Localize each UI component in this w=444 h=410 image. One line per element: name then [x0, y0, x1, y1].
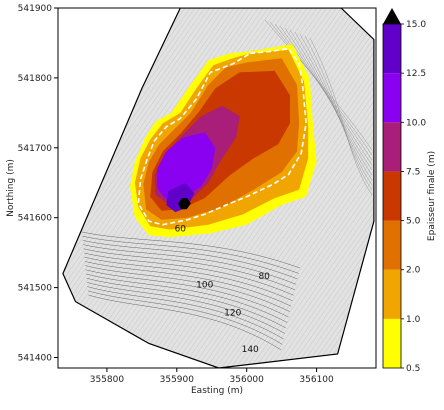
- terrain-contour-line: [86, 273, 288, 323]
- terrain-contour-line: [87, 286, 284, 340]
- colorbar-segment: [383, 220, 401, 270]
- terrain-contour-line: [264, 19, 373, 151]
- colorbar: 0.5 1.0 2.0 5.0 7.5 10.0 12.5 15.0: [382, 8, 426, 374]
- contour-label: 120: [224, 309, 241, 319]
- colorbar-frame: [382, 23, 402, 369]
- colorbar-segment: [383, 269, 401, 319]
- deposit-outline: [137, 47, 307, 226]
- contour-label: 80: [258, 272, 270, 282]
- colorbar-extend-triangle: [383, 8, 401, 24]
- terrain-contour-line: [82, 235, 299, 274]
- y-axis-ticks: 541400 541500 541600 541700 541800 541900: [18, 4, 58, 364]
- colorbar-segment: [383, 122, 401, 172]
- terrain-contour-line: [289, 29, 373, 176]
- terrain-contour-line: [86, 277, 287, 329]
- thickness-bands: [130, 44, 317, 238]
- y-tick-label: 541700: [18, 144, 53, 154]
- colorbar-tick-label: 5.0: [406, 217, 421, 227]
- x-tick-label: 356100: [299, 375, 334, 385]
- colorbar-tick-label: 10.0: [406, 118, 426, 128]
- x-axis-title: Easting (m): [191, 386, 243, 396]
- y-axis-title: Northing (m): [6, 159, 16, 217]
- contour-label: 60: [175, 225, 187, 235]
- contour-label: 100: [196, 281, 213, 291]
- colorbar-tick-label: 1.0: [406, 315, 421, 325]
- colorbar-title: Epaisseur finale (m): [427, 151, 437, 241]
- terrain-contour-line: [84, 261, 292, 307]
- terrain-contour-line: [82, 240, 298, 280]
- colorbar-segment: [383, 318, 401, 368]
- terrain-contour-line: [81, 231, 301, 269]
- terrain-contour-line: [309, 37, 373, 196]
- thickness-band-15: [178, 198, 191, 210]
- x-tick-label: 355900: [160, 375, 195, 385]
- colorbar-segment: [383, 171, 401, 221]
- terrain-contour-line: [299, 33, 373, 186]
- terrain-contour-line: [84, 252, 294, 296]
- terrain-contour-line: [83, 248, 296, 291]
- terrain-contour-line: [87, 290, 283, 345]
- colorbar-tick-label: 7.5: [406, 167, 420, 177]
- colorbar-tick-label: 15.0: [406, 20, 426, 30]
- terrain-contour-line: [304, 35, 373, 191]
- y-tick-label: 541900: [18, 4, 53, 14]
- colorbar-tick-label: 0.5: [406, 364, 420, 374]
- y-tick-label: 541400: [18, 354, 53, 364]
- terrain-contour-line: [84, 256, 293, 301]
- terrain-contour-line: [83, 244, 297, 285]
- x-tick-label: 355800: [90, 375, 125, 385]
- terrain-contour-line: [88, 294, 282, 351]
- colorbar-tick-label: 12.5: [406, 69, 426, 79]
- contour-labels: 60 80 100 120 140: [175, 225, 271, 355]
- y-tick-label: 541800: [18, 74, 53, 84]
- y-tick-label: 541500: [18, 284, 53, 294]
- terrain-contour-line: [86, 282, 285, 334]
- thickness-band-10: [157, 132, 216, 200]
- colorbar-segment: [383, 24, 401, 74]
- x-axis-ticks: 355800 355900 356000 356100: [90, 368, 334, 385]
- colorbar-segment: [383, 73, 401, 123]
- colorbar-tick-label: 2.0: [406, 266, 421, 276]
- terrain-contour-line: [85, 269, 289, 318]
- x-tick-label: 356000: [230, 375, 265, 385]
- terrain-contour-line: [294, 31, 373, 181]
- terrain-contour-line: [85, 265, 291, 312]
- terrain-contour-lines: [81, 19, 373, 351]
- y-tick-label: 541600: [18, 214, 53, 224]
- contour-label: 140: [242, 345, 259, 355]
- plot-frame: [57, 7, 377, 369]
